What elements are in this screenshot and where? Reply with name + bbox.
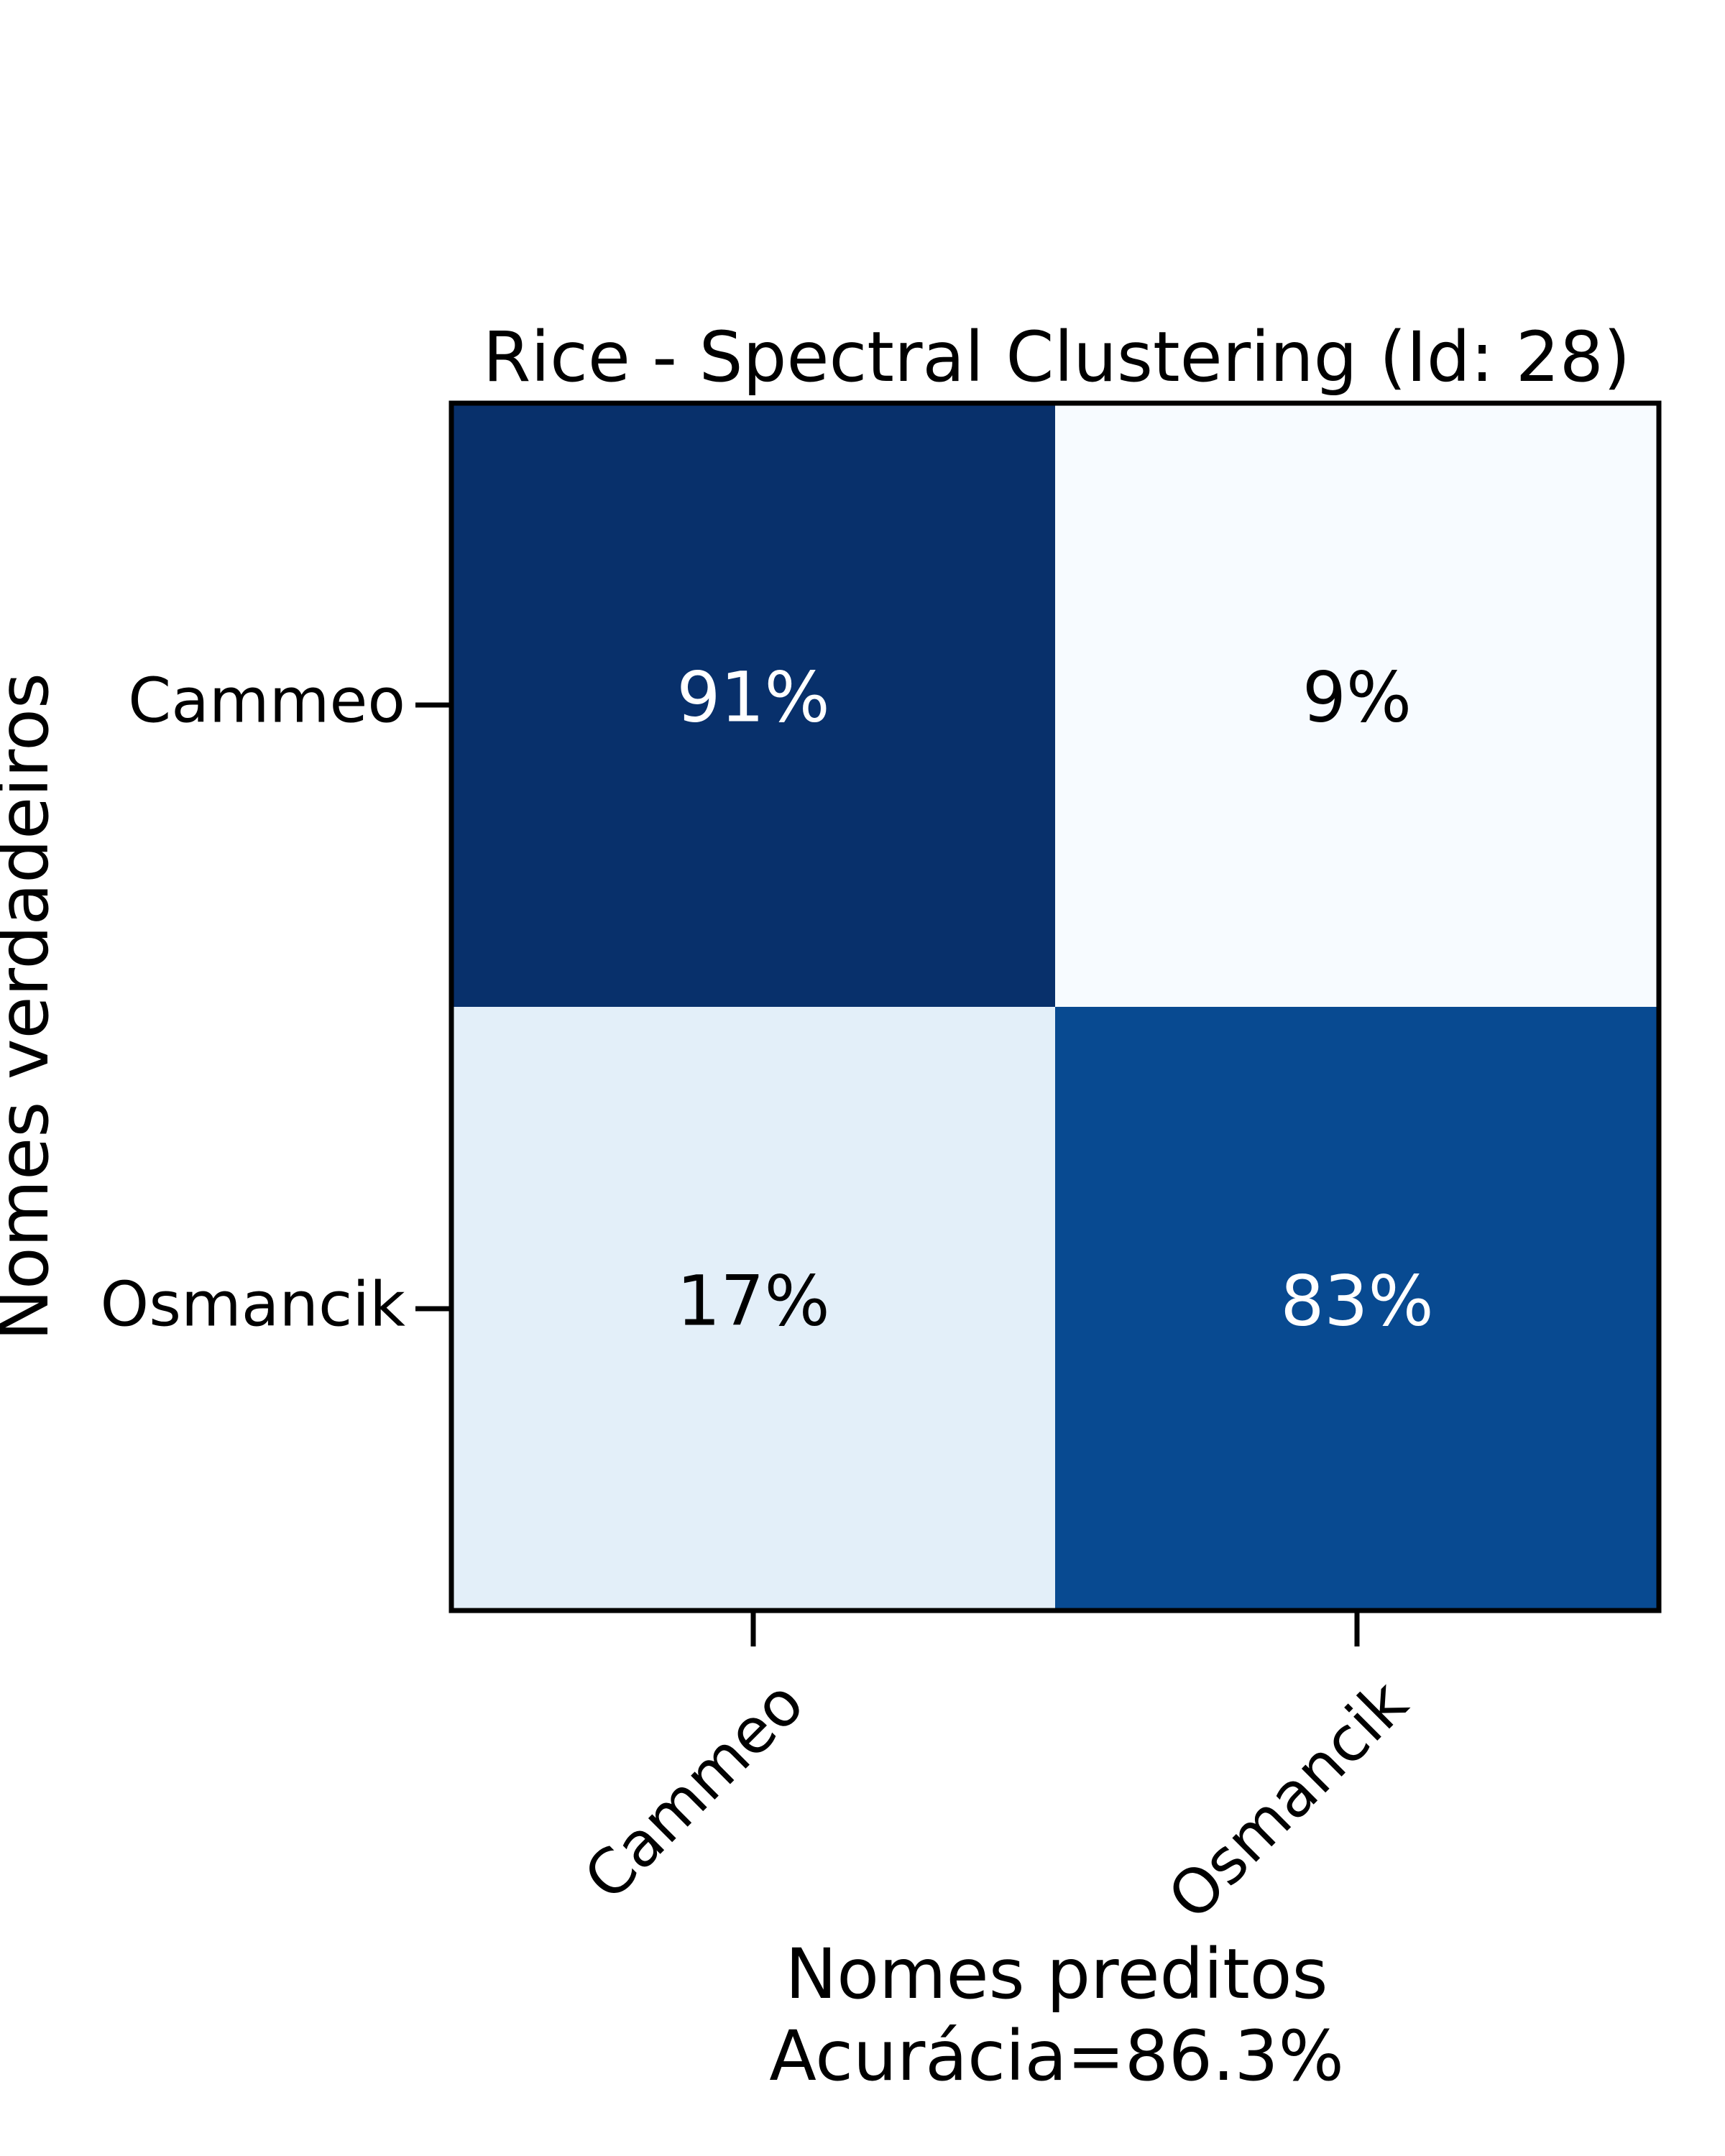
cell-value-label: 9%: [1302, 657, 1412, 737]
cell-value-label: 91%: [676, 657, 829, 737]
cell-value-label: 17%: [676, 1261, 829, 1341]
x-axis-ticks: Cammeo Osmancik: [571, 1611, 1422, 1934]
heatmap-cell-labels: 91% 9% 17% 83%: [676, 657, 1433, 1341]
x-tick-label: Cammeo: [571, 1667, 818, 1915]
chart-title: Rice - Spectral Clustering (Id: 28): [483, 317, 1631, 397]
y-tick-label: Osmancik: [101, 1268, 406, 1340]
y-axis-label: Nomes verdadeiros: [0, 673, 64, 1341]
accuracy-label: Acurácia=86.3%: [769, 2016, 1344, 2096]
heatmap-cell: [1055, 1007, 1660, 1611]
y-axis-ticks: Cammeo Osmancik: [101, 665, 451, 1340]
plot-frame: [448, 400, 1662, 1613]
heatmap-cell: [1055, 403, 1660, 1008]
x-axis-label: Nomes preditos: [785, 1934, 1328, 2014]
heatmap-cell: [451, 403, 1056, 1008]
y-tick-label: Cammeo: [128, 665, 405, 737]
heatmap-cell: [451, 1007, 1056, 1611]
cell-value-label: 83%: [1280, 1261, 1433, 1341]
x-tick-label: Osmancik: [1155, 1667, 1422, 1934]
heatmap-cells: [451, 403, 1660, 1611]
